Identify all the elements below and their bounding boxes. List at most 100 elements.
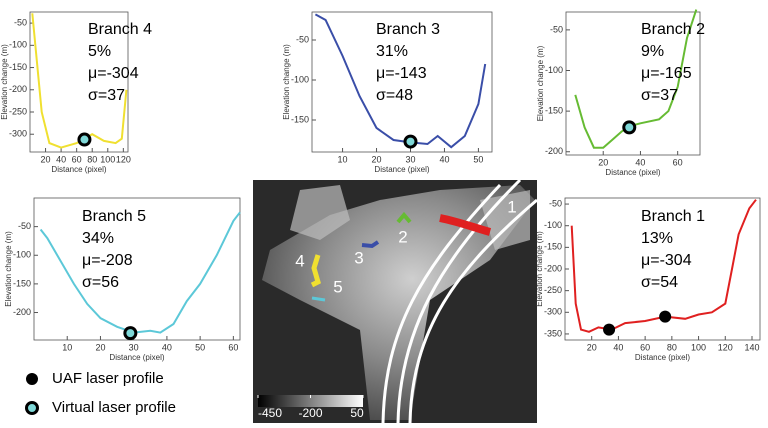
map-label: 1: [507, 197, 516, 216]
y-axis-label: Elevation change (m): [282, 44, 291, 120]
y-tick-label: -50: [18, 221, 31, 231]
map-label: 4: [295, 251, 304, 270]
annotation: μ=-304: [641, 252, 692, 269]
annotation: σ=37: [641, 87, 678, 104]
annotation: μ=-165: [641, 65, 692, 82]
colorbar-label: -200: [298, 406, 322, 420]
y-tick-label: -150: [13, 278, 31, 288]
x-tick-label: 80: [87, 154, 97, 164]
x-axis-label: Distance (pixel): [635, 353, 690, 362]
y-tick-label: -150: [9, 62, 27, 72]
x-tick-label: 10: [338, 154, 348, 164]
line-chart: -50-100-150-200-250-300-3502040608010012…: [535, 198, 760, 362]
x-tick-label: 80: [667, 342, 677, 352]
x-tick-label: 20: [372, 154, 382, 164]
x-tick-label: 20: [587, 342, 597, 352]
x-tick-label: 100: [100, 154, 115, 164]
annotation: 5%: [88, 43, 111, 60]
x-tick-label: 60: [673, 157, 683, 167]
annotation: Branch 1: [641, 208, 705, 225]
x-axis-label: Distance (pixel): [605, 168, 660, 177]
annotation: σ=48: [376, 87, 413, 104]
annotation: Branch 2: [641, 21, 705, 38]
annotation: 34%: [82, 230, 114, 247]
x-tick-label: 60: [72, 154, 82, 164]
x-tick-label: 120: [116, 154, 131, 164]
y-tick-label: -100: [13, 250, 31, 260]
y-tick-label: -50: [14, 17, 27, 27]
annotation: σ=37: [88, 87, 125, 104]
annotation: 13%: [641, 230, 673, 247]
x-tick-label: 100: [691, 342, 706, 352]
y-tick-label: -300: [544, 307, 562, 317]
profile-line: [41, 212, 240, 332]
map: [253, 180, 537, 423]
y-tick-label: -100: [545, 65, 563, 75]
uaf-point: [603, 324, 615, 336]
uaf-point: [659, 311, 671, 323]
annotation: 31%: [376, 43, 408, 60]
x-tick-label: 20: [41, 154, 51, 164]
y-tick-label: -150: [545, 106, 563, 116]
y-axis-label: Elevation change (m): [4, 231, 13, 307]
y-tick-label: -50: [549, 198, 562, 208]
y-tick-label: -150: [291, 114, 309, 124]
line-chart: -50 -100 -150 10 20 30 40 50 Distance (pixel) Ele…: [282, 12, 492, 174]
x-tick-label: 10: [62, 342, 72, 352]
x-tick-label: 40: [613, 342, 623, 352]
annotation: σ=54: [641, 274, 678, 291]
x-axis-label: Distance (pixel): [374, 165, 429, 174]
y-tick-label: -200: [544, 263, 562, 273]
x-tick-label: 30: [405, 154, 415, 164]
colorbar-label: 50: [350, 406, 364, 420]
line-chart: -50-100-150-200204060Distance (pixel)Ele…: [536, 10, 705, 178]
y-tick-label: -50: [296, 34, 309, 44]
branch-5: [312, 298, 325, 300]
y-axis-label: Elevation change (m): [0, 44, 9, 120]
x-tick-label: 40: [439, 154, 449, 164]
virtual-point: [125, 328, 136, 339]
annotation: 9%: [641, 43, 664, 60]
line-chart: -50 -100 -150 -200 10 20 30 40 50 60 Distance (pix…: [4, 198, 240, 362]
colorbar-label: -450: [258, 406, 282, 420]
y-tick-label: -250: [544, 285, 562, 295]
y-tick-label: -200: [13, 307, 31, 317]
x-tick-label: 50: [195, 342, 205, 352]
annotation: Branch 4: [88, 21, 152, 38]
x-tick-label: 140: [744, 342, 759, 352]
virtual-point: [79, 134, 90, 145]
annotation: μ=-304: [88, 65, 139, 82]
virtual-point: [624, 122, 635, 133]
annotation: μ=-208: [82, 252, 133, 269]
y-tick-label: -100: [291, 74, 309, 84]
x-tick-label: 30: [129, 342, 139, 352]
y-tick-label: -200: [9, 84, 27, 94]
legend-marker: [27, 403, 38, 414]
x-tick-label: 50: [473, 154, 483, 164]
y-tick-label: -50: [550, 24, 563, 34]
map-label: 3: [354, 248, 363, 267]
y-tick-label: -100: [9, 40, 27, 50]
annotation: σ=56: [82, 274, 119, 291]
x-axis-label: Distance (pixel): [109, 353, 164, 362]
annotation: Branch 5: [82, 208, 146, 225]
x-tick-label: 40: [162, 342, 172, 352]
x-tick-label: 40: [56, 154, 66, 164]
x-tick-label: 60: [228, 342, 238, 352]
x-tick-label: 60: [640, 342, 650, 352]
annotation: μ=-143: [376, 65, 427, 82]
map-label: 2: [398, 227, 407, 246]
x-tick-label: 20: [95, 342, 105, 352]
x-tick-label: 40: [635, 157, 645, 167]
legend-label: Virtual laser profile: [52, 399, 176, 416]
y-tick-label: -200: [545, 146, 563, 156]
map-label: 5: [333, 277, 342, 296]
annotation: Branch 3: [376, 21, 440, 38]
y-tick-label: -100: [544, 220, 562, 230]
y-tick-label: -250: [9, 106, 27, 116]
x-axis-label: Distance (pixel): [51, 165, 106, 174]
figure: -50-100-150-200-250-30020406080100120Dis…: [0, 0, 768, 423]
y-axis-label: Elevation change (m): [536, 45, 545, 121]
y-tick-label: -150: [544, 242, 562, 252]
